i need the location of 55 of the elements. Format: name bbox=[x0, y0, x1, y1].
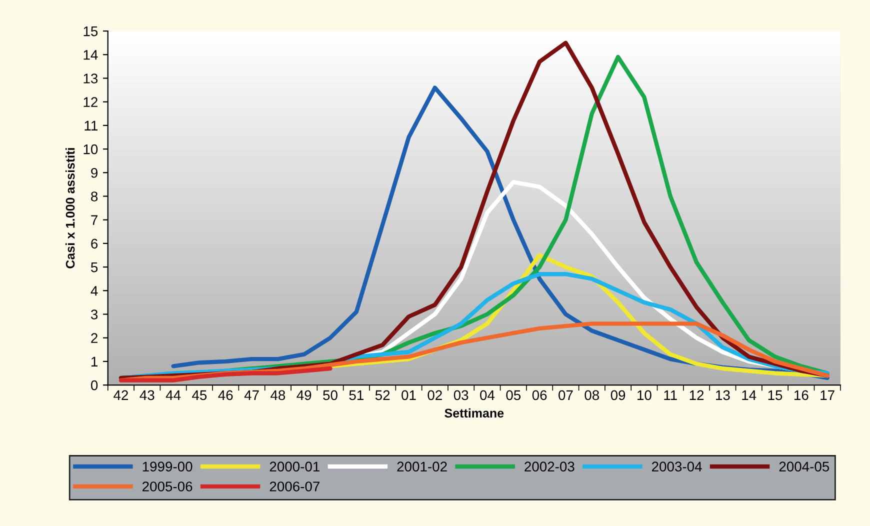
y-tick-label: 0 bbox=[90, 380, 98, 390]
y-tick-label: 6 bbox=[91, 238, 98, 249]
x-axis-title: Settimane bbox=[444, 408, 504, 418]
legend-label: 2002-03 bbox=[524, 462, 574, 472]
y-tick-label: 15 bbox=[84, 26, 98, 36]
x-tick-label: 42 bbox=[114, 390, 128, 400]
y-tick-label: 12 bbox=[84, 97, 98, 107]
x-tick-label: 11 bbox=[664, 390, 677, 400]
y-axis-title: Casi x 1.000 assistiti bbox=[66, 148, 75, 268]
x-tick-label: 04 bbox=[480, 390, 495, 400]
y-tick-label: 8 bbox=[91, 192, 98, 202]
y-tick-label: 4 bbox=[90, 286, 98, 296]
x-tick-label: 45 bbox=[192, 390, 207, 400]
x-tick-label: 43 bbox=[140, 390, 154, 400]
x-tick-label: 09 bbox=[610, 390, 626, 400]
x-tick-label: 51 bbox=[349, 390, 364, 400]
legend-label: 2003-04 bbox=[652, 462, 702, 472]
y-tick-label: 9 bbox=[91, 168, 98, 178]
x-tick-label: 08 bbox=[584, 390, 599, 400]
y-tick-label: 5 bbox=[90, 262, 98, 272]
y-tick-label: 10 bbox=[84, 144, 98, 154]
x-tick-label: 47 bbox=[244, 390, 259, 400]
legend-label: 2001-02 bbox=[397, 462, 447, 472]
x-tick-label: 49 bbox=[296, 390, 312, 400]
y-tick-label: 7 bbox=[91, 215, 98, 225]
legend-label: 2004-05 bbox=[779, 462, 830, 472]
x-tick-label: 02 bbox=[428, 390, 442, 400]
x-tick-label: 03 bbox=[454, 390, 468, 400]
x-tick-label: 16 bbox=[794, 390, 808, 400]
x-tick-label: 01 bbox=[402, 390, 416, 400]
x-tick-label: 05 bbox=[506, 390, 521, 400]
x-tick-label: 07 bbox=[558, 390, 573, 400]
x-tick-label: 46 bbox=[218, 390, 233, 400]
line-series bbox=[118, 366, 332, 382]
y-tick-label: 3 bbox=[90, 310, 98, 320]
x-tick-label: 50 bbox=[323, 390, 338, 400]
legend-label: 2005-06 bbox=[142, 482, 192, 492]
y-tick-label: 11 bbox=[84, 120, 98, 130]
x-tick-label: 06 bbox=[532, 390, 547, 400]
x-tick-label: 10 bbox=[638, 390, 652, 400]
x-tick-label: 48 bbox=[270, 390, 286, 400]
y-tick-label: 13 bbox=[84, 74, 98, 84]
y-tick-label: 2 bbox=[91, 333, 98, 343]
x-tick-label: 17 bbox=[820, 390, 834, 400]
legend-label: 2000-01 bbox=[270, 462, 320, 472]
x-tick-label: 15 bbox=[768, 390, 782, 400]
x-tick-label: 13 bbox=[716, 390, 730, 400]
x-tick-label: 14 bbox=[742, 390, 756, 400]
x-tick-label: 12 bbox=[690, 390, 704, 400]
x-tick-label: 52 bbox=[375, 390, 390, 400]
x-tick-label: 44 bbox=[166, 390, 181, 400]
legend-label: 2006-07 bbox=[270, 482, 320, 492]
y-tick-label: 14 bbox=[84, 50, 98, 60]
y-tick-label: 1 bbox=[91, 356, 98, 366]
legend-label: 1999-00 bbox=[142, 462, 192, 472]
